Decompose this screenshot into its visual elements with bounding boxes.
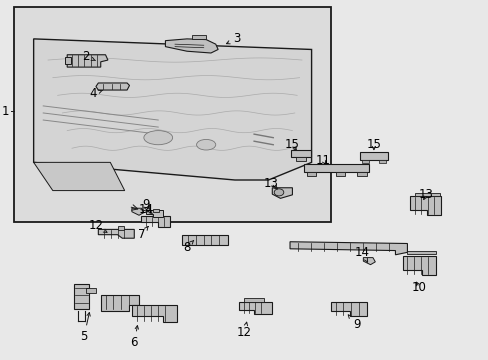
Text: 10: 10 <box>411 281 426 294</box>
Polygon shape <box>289 242 407 255</box>
Polygon shape <box>67 55 108 67</box>
Polygon shape <box>272 188 292 198</box>
Polygon shape <box>146 210 163 217</box>
Polygon shape <box>141 216 170 226</box>
Polygon shape <box>244 298 263 302</box>
Polygon shape <box>291 150 310 157</box>
Polygon shape <box>101 294 139 311</box>
Polygon shape <box>378 159 385 163</box>
Polygon shape <box>363 258 375 265</box>
Polygon shape <box>117 226 123 230</box>
Polygon shape <box>402 256 435 275</box>
Text: 15: 15 <box>366 138 381 151</box>
Polygon shape <box>330 302 366 316</box>
Text: 3: 3 <box>226 32 241 45</box>
Text: 12: 12 <box>237 322 251 339</box>
Polygon shape <box>64 57 71 64</box>
Polygon shape <box>86 288 96 293</box>
Text: 7: 7 <box>138 226 148 241</box>
Text: 8: 8 <box>183 240 193 253</box>
Ellipse shape <box>196 139 215 150</box>
Polygon shape <box>165 39 218 53</box>
Text: 13: 13 <box>418 188 433 201</box>
Polygon shape <box>153 209 159 212</box>
Polygon shape <box>361 159 368 163</box>
Text: 5: 5 <box>80 312 90 343</box>
Circle shape <box>274 189 283 196</box>
Polygon shape <box>132 208 143 215</box>
Text: 6: 6 <box>130 326 138 350</box>
Text: 13: 13 <box>263 177 278 190</box>
Text: 14: 14 <box>139 203 153 216</box>
Polygon shape <box>356 172 366 176</box>
Text: 15: 15 <box>285 138 299 151</box>
Polygon shape <box>74 284 89 309</box>
Text: 4: 4 <box>90 87 102 100</box>
Polygon shape <box>34 39 311 180</box>
Text: 9: 9 <box>347 315 360 331</box>
Polygon shape <box>414 193 439 196</box>
Text: 11: 11 <box>315 154 330 167</box>
Polygon shape <box>191 35 206 39</box>
Text: 14: 14 <box>354 246 368 262</box>
Polygon shape <box>182 235 227 245</box>
Polygon shape <box>306 172 316 176</box>
Polygon shape <box>132 305 177 322</box>
Text: 1: 1 <box>1 105 9 118</box>
Polygon shape <box>335 172 345 176</box>
Polygon shape <box>359 153 387 159</box>
Text: 9: 9 <box>142 198 150 211</box>
Polygon shape <box>238 302 272 314</box>
Ellipse shape <box>143 131 172 145</box>
Polygon shape <box>409 196 440 215</box>
Polygon shape <box>98 229 134 238</box>
Polygon shape <box>34 162 124 190</box>
Polygon shape <box>296 157 305 161</box>
Text: 2: 2 <box>82 50 95 63</box>
Polygon shape <box>304 164 368 172</box>
Polygon shape <box>407 251 435 254</box>
Polygon shape <box>96 83 129 90</box>
Bar <box>15 7 330 222</box>
Text: 12: 12 <box>88 219 107 232</box>
